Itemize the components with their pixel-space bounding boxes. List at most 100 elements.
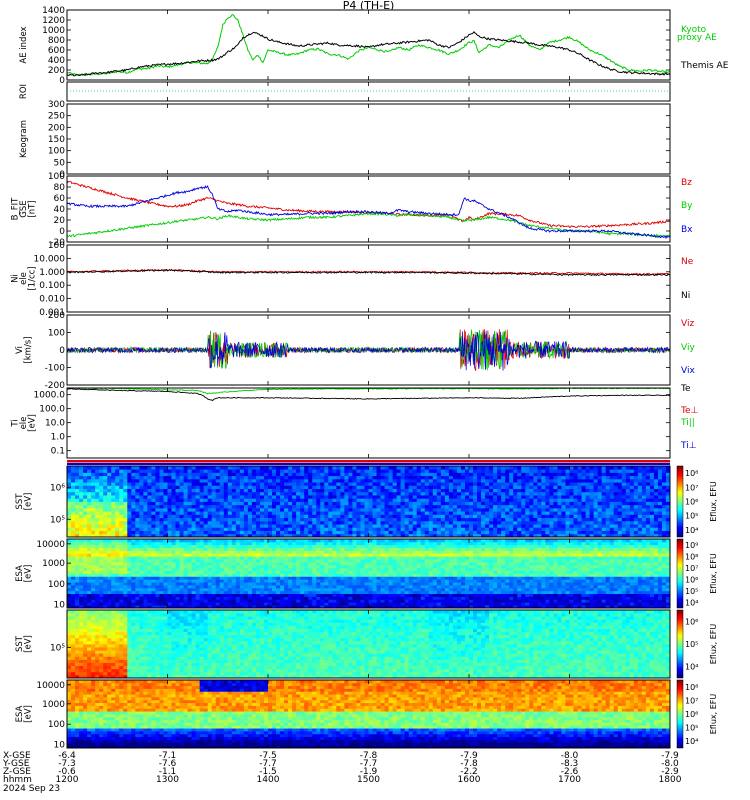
- xaxis-row-value: -8.3: [561, 759, 579, 769]
- xaxis-row-value: -7.6: [159, 759, 177, 769]
- xaxis-row-value: -7.7: [360, 759, 378, 769]
- ae-ytick-label: 600: [48, 46, 65, 56]
- bfield-legend: Bx: [681, 225, 693, 235]
- xaxis-row-label: hhmm: [3, 775, 32, 785]
- ae-ytick-label: 400: [48, 56, 65, 66]
- sst-e-colorbar-label: 10⁶: [685, 498, 698, 507]
- xaxis-row-value: -8.0: [561, 751, 579, 761]
- sst-e-colorbar-label: 10⁸: [685, 469, 698, 478]
- esa-e-colorbar-label: 10⁴: [685, 598, 698, 607]
- keogram-ytick-label: 200: [48, 123, 65, 133]
- ae-ytick-label: 1000: [42, 26, 65, 36]
- esa-i-ylabel: [eV]: [23, 705, 33, 723]
- esa-e-spectrogram: [67, 539, 671, 609]
- xaxis-row-value: 1300: [156, 775, 179, 785]
- sst-e-ytick-label: 10⁶: [50, 483, 65, 493]
- xaxis-row-value: 1700: [558, 775, 581, 785]
- esa-e-ylabel: [eV]: [23, 565, 33, 583]
- plot-title: P4 (TH-E): [343, 0, 395, 12]
- ae-ylabel: AE index: [19, 26, 29, 63]
- bar-red: [67, 460, 670, 463]
- bfield-ytick-label: 0: [59, 227, 65, 237]
- esa-i-colorbar: [676, 679, 684, 749]
- xaxis-row-value: -7.8: [460, 759, 478, 769]
- temperature-ytick-label: 100.0: [39, 405, 65, 415]
- sst-e-ylabel: SST: [15, 493, 25, 510]
- esa-e-ytick-label: 1000: [42, 559, 65, 569]
- xaxis-row-value: -2.9: [661, 767, 679, 777]
- sst-i-colorbar-label: 10⁵: [685, 640, 698, 649]
- temperature-legend: Te⊥: [680, 406, 699, 416]
- xaxis-row-value: -7.9: [460, 751, 478, 761]
- sst-e-colorbar-label: 10⁷: [685, 483, 698, 492]
- xaxis-row-value: -7.3: [58, 759, 76, 769]
- density-legend-ne: Ne: [681, 257, 694, 267]
- keogram-panel-frame: [66, 103, 671, 175]
- ae-ytick-label: 200: [48, 66, 65, 76]
- temperature-legend: Ti⊥: [680, 441, 697, 451]
- temperature-ylabel: [eV]: [28, 414, 38, 432]
- sst-i-spectrogram: [67, 610, 671, 679]
- bfield-legend: Bz: [681, 178, 692, 188]
- sst-i-colorbar-label: 10⁴: [685, 663, 698, 672]
- temperature-ytick-label: 10.0: [45, 419, 65, 429]
- velocity-legend: Vix: [681, 366, 695, 376]
- density-ytick-label: 1.000: [39, 268, 65, 278]
- xaxis-date: 2024 Sep 23: [3, 784, 60, 794]
- bfield-series-line: [66, 185, 671, 240]
- xaxis-row-value: -2.6: [561, 767, 579, 777]
- esa-e-ytick-label: 100: [48, 580, 65, 590]
- ae-series-line: [66, 31, 671, 77]
- keogram-ytick-label: 100: [48, 147, 65, 157]
- temperature-ytick-label: 0.1: [51, 447, 65, 457]
- density-ytick-label: 0.100: [39, 281, 65, 291]
- esa-i-ylabel: ESA: [15, 705, 25, 722]
- xaxis-row-value: -1.9: [360, 767, 378, 777]
- xaxis-row-value: -6.4: [58, 751, 76, 761]
- xaxis-row-value: 1800: [659, 775, 682, 785]
- xaxis-row-label: X-GSE: [3, 751, 31, 761]
- xaxis-row-value: -1.1: [159, 767, 177, 777]
- density-panel-frame: [66, 244, 671, 313]
- velocity-series-line: [66, 330, 671, 371]
- sst-i-ytick-label: 10⁵: [50, 643, 65, 653]
- density-ytick-label: 10.000: [34, 254, 66, 264]
- roi-ylabel: ROI: [19, 84, 29, 99]
- esa-e-ylabel: ESA: [15, 565, 25, 582]
- sst-i-ylabel: [eV]: [23, 635, 33, 653]
- temperature-ylabel: Ti: [11, 419, 21, 427]
- xaxis-row-value: -7.8: [360, 751, 378, 761]
- xaxis-row-value: -0.6: [58, 767, 76, 777]
- bfield-ytick-label: 100: [48, 172, 65, 182]
- xaxis-row-value: 1200: [56, 775, 79, 785]
- esa-i-colorbar-label: 10⁴: [685, 737, 698, 746]
- temperature-ytick-label: 1000.0: [34, 391, 66, 401]
- xaxis-row-value: -7.5: [259, 751, 277, 761]
- xaxis-row-value: -8.0: [661, 759, 679, 769]
- keogram-ytick-label: 300: [48, 100, 65, 110]
- keogram-ytick-label: 250: [48, 112, 65, 122]
- sst-i-colorbar-title: Eflux, EFU: [709, 624, 718, 665]
- bfield-ytick-label: 40: [54, 205, 66, 215]
- esa-i-colorbar-label: 10⁵: [685, 724, 698, 733]
- sst-e-colorbar-label: 10⁵: [685, 512, 698, 521]
- bfield-ylabel: B_FIT: [11, 197, 21, 220]
- esa-e-ytick-label: 10000: [36, 540, 65, 550]
- esa-i-spectrogram: [67, 680, 671, 749]
- density-ylabel: ele: [19, 272, 29, 285]
- keogram-ytick-label: 50: [54, 158, 66, 168]
- bfield-legend: By: [681, 201, 693, 211]
- esa-e-colorbar-label: 10⁶: [685, 575, 698, 584]
- esa-i-ytick-label: 1000: [42, 700, 65, 710]
- density-ylabel: Ni: [11, 274, 21, 283]
- esa-e-colorbar-label: 10⁷: [685, 564, 698, 573]
- density-series-line: [66, 269, 671, 277]
- density-ytick-label: 0.001: [39, 308, 65, 318]
- xaxis-row-value: 1500: [357, 775, 380, 785]
- ae-ytick-label: 800: [48, 36, 65, 46]
- esa-e-colorbar: [676, 538, 684, 609]
- esa-i-colorbar-label: 10⁷: [685, 696, 698, 705]
- temperature-panel-frame: [66, 387, 671, 459]
- ae-panel-frame: [66, 9, 671, 81]
